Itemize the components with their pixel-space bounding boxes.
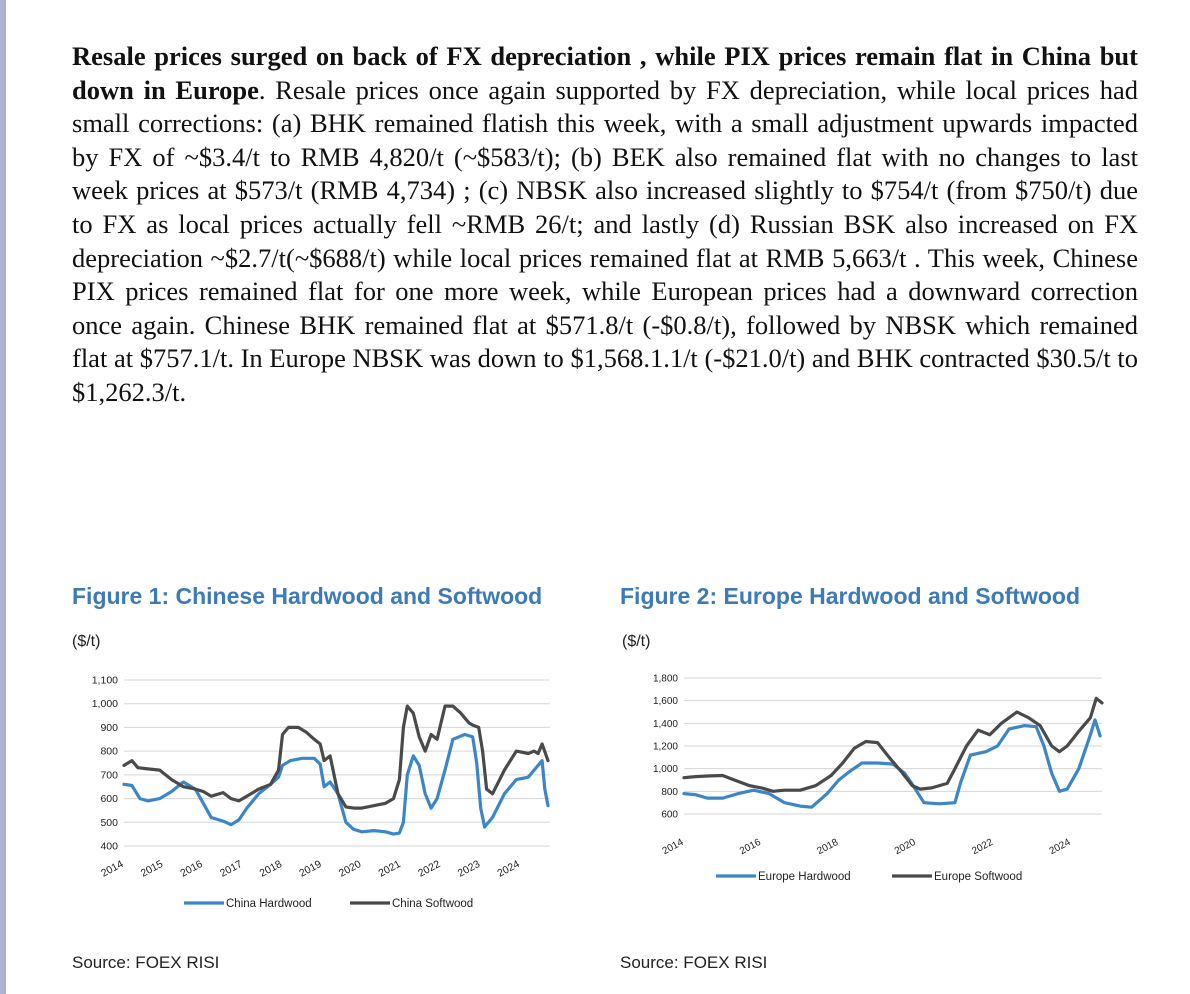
figure-1-source: Source: FOEX RISI [72, 953, 220, 972]
figure-1-unit-label: ($/t) [72, 633, 101, 650]
y-tick-label: 800 [100, 746, 118, 758]
series-line-europe-hardwood [682, 718, 1102, 809]
x-tick-label: 2016 [738, 837, 763, 857]
y-tick-label: 1,200 [653, 742, 678, 753]
y-tick-label: 800 [661, 787, 678, 798]
y-tick-label: 600 [661, 810, 678, 821]
y-tick-label: 600 [100, 793, 118, 805]
legend-label: China Softwood [392, 898, 473, 910]
figure-2-title: Figure 2: Europe Hardwood and Softwood [620, 583, 1080, 609]
y-tick-label: 1,400 [653, 719, 678, 730]
y-tick-label: 1,600 [653, 696, 678, 707]
legend-label: China Hardwood [226, 898, 312, 910]
y-tick-label: 1,800 [653, 674, 678, 685]
y-tick-label: 1,100 [92, 675, 118, 687]
x-tick-label: 2015 [139, 858, 165, 880]
series-line-europe-softwood [682, 696, 1104, 793]
x-tick-label: 2018 [258, 858, 284, 880]
y-tick-label: 900 [100, 722, 118, 734]
x-tick-label: 2021 [377, 858, 403, 880]
commentary-paragraph: Resale prices surged on back of FX depre… [72, 40, 1138, 410]
series-line-china-softwood [122, 704, 550, 810]
x-tick-label: 2014 [661, 837, 686, 857]
y-tick-label: 500 [100, 817, 118, 829]
x-tick-label: 2024 [1048, 837, 1073, 857]
y-tick-label: 400 [100, 841, 118, 853]
left-accent-bar [0, 0, 6, 994]
x-tick-label: 2022 [416, 858, 442, 880]
legend-label: Europe Hardwood [758, 871, 851, 883]
x-tick-label: 2014 [99, 858, 125, 880]
series-line-china-hardwood [122, 732, 550, 836]
x-tick-label: 2020 [337, 858, 363, 880]
y-tick-label: 1,000 [92, 698, 118, 710]
x-tick-label: 2024 [495, 858, 521, 880]
figure-1-title: Figure 1: Chinese Hardwood and Softwood [72, 583, 543, 609]
x-tick-label: 2019 [297, 858, 323, 880]
x-tick-label: 2017 [218, 858, 244, 880]
figure-1-chart: 400 500 600 700 800 900 1,000 1,100 2014 2015 2016… [92, 675, 550, 910]
figure-2-unit-label: ($/t) [622, 633, 651, 650]
figure-2-source: Source: FOEX RISI [620, 953, 768, 972]
x-tick-label: 2020 [893, 837, 918, 857]
y-tick-label: 1,000 [653, 764, 678, 775]
x-tick-label: 2022 [970, 837, 995, 857]
commentary-headline: Resale prices surged on back of FX depre… [72, 41, 1138, 105]
legend-label: Europe Softwood [934, 871, 1022, 883]
x-tick-label: 2023 [456, 858, 482, 880]
figure-2-chart: 600 800 1,000 1,200 1,400 1,600 1,800 2014 2016 2… [653, 674, 1104, 883]
commentary-body: . Resale prices once again supported by … [72, 74, 1138, 407]
y-tick-label: 700 [100, 769, 118, 781]
x-tick-label: 2016 [178, 858, 204, 880]
x-tick-label: 2018 [815, 837, 840, 857]
